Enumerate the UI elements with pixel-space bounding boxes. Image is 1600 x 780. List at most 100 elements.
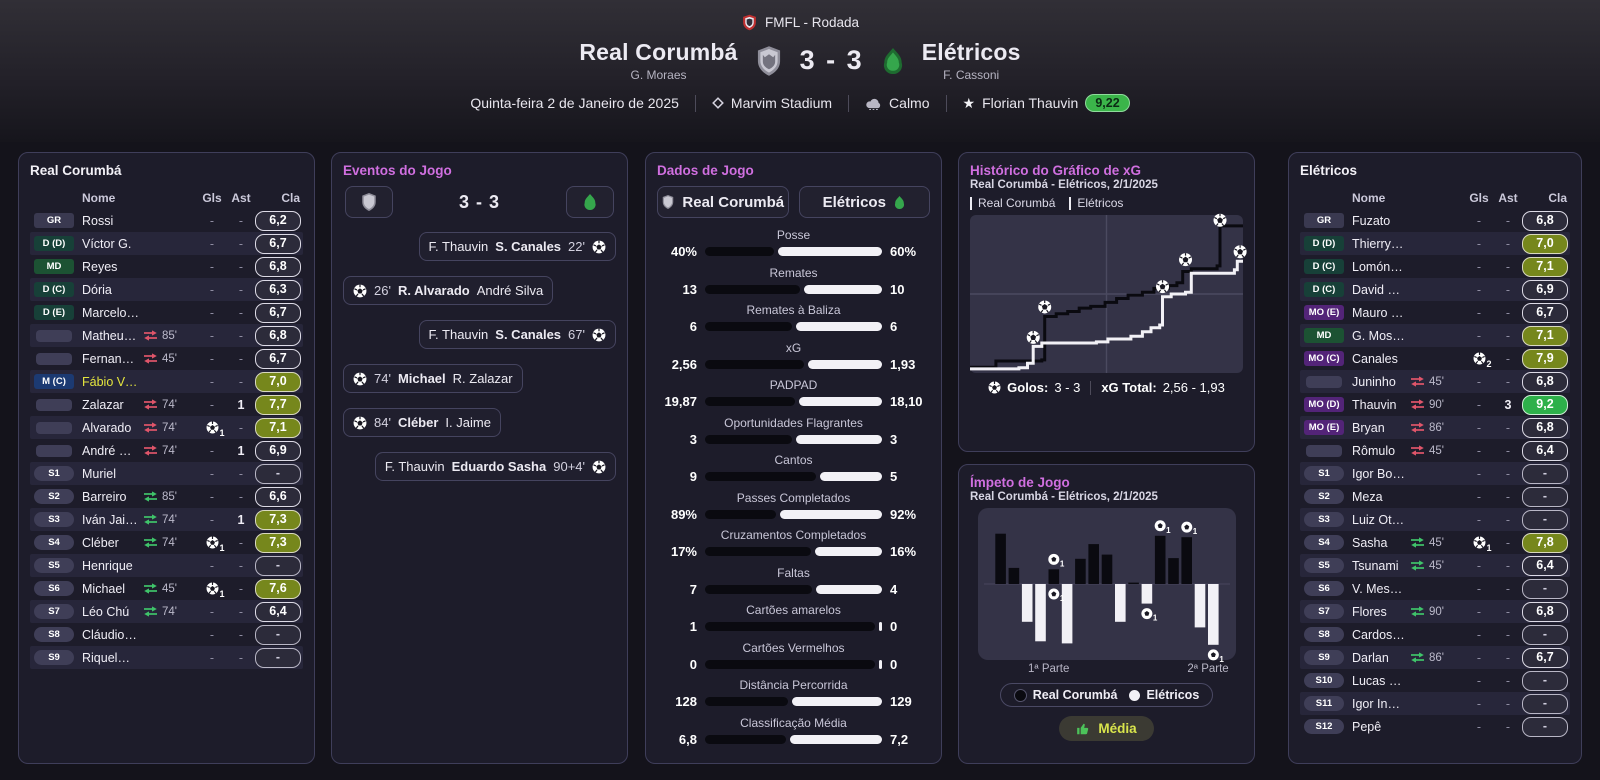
player-name[interactable]: Bryan (1352, 420, 1385, 435)
player-name[interactable]: Léo Chú (82, 604, 130, 619)
goal-event[interactable]: 84' Cléber I. Jaime (343, 408, 501, 437)
player-name[interactable]: Darlan (1352, 650, 1389, 665)
player-name[interactable]: Flores (1352, 604, 1387, 619)
player-name[interactable]: Sasha (1352, 535, 1388, 550)
player-name[interactable]: Alvarado (82, 420, 132, 435)
player-name[interactable]: Henrique (82, 558, 133, 573)
player-row[interactable]: D (D) Thierry R. - -7,0 (1300, 232, 1570, 255)
player-row[interactable]: D (D) Víctor G. - -6,7 (30, 232, 303, 255)
player-row[interactable]: S5 Tsunami 45' - -6,4 (1300, 554, 1570, 577)
player-row[interactable]: André Silva 74' - 1 6,9 (30, 439, 303, 462)
player-name[interactable]: Thierry R. (1352, 236, 1406, 251)
player-row[interactable]: GR Rossi - -6,2 (30, 209, 303, 232)
goal-event[interactable]: 74' Michael R. Zalazar (343, 364, 523, 393)
player-name[interactable]: Víctor G. (82, 236, 132, 251)
player-row[interactable]: MDG. Moscardo--7,1 (1300, 324, 1570, 347)
player-row[interactable]: Matheus Ju…85'--6,8 (30, 324, 303, 347)
player-name[interactable]: Rômulo (1352, 443, 1396, 458)
player-name[interactable]: André Silva (82, 443, 139, 458)
player-name[interactable]: David Luiz (1352, 282, 1406, 297)
goal-event[interactable]: F. Thauvin Eduardo Sasha 90+4' (374, 452, 616, 481)
player-name[interactable]: Tsunami (1352, 558, 1399, 573)
player-row[interactable]: D (E)Marcelo Her…--6,7 (30, 301, 303, 324)
player-row[interactable]: S5 Henrique - - - (30, 554, 303, 577)
player-row[interactable]: S12 Pepê - - - (1300, 715, 1570, 738)
player-name[interactable]: Dória (82, 282, 112, 297)
away-team-name[interactable]: Elétricos (921, 39, 1021, 65)
player-row[interactable]: M (C)Fábio Vieira--7,0 (30, 370, 303, 393)
player-row[interactable]: S2 Barreiro 85' - -6,6 (30, 485, 303, 508)
player-name[interactable]: Barreiro (82, 489, 127, 504)
player-name[interactable]: Lomónaco (1352, 259, 1406, 274)
goal-event[interactable]: F. Thauvin S. Canales 22' (418, 232, 616, 261)
player-row[interactable]: S6 Michael 45' 1-7,6 (30, 577, 303, 600)
player-row[interactable]: S4 Sasha 45' 1-7,8 (1300, 531, 1570, 554)
best-player-item[interactable]: ★ Florian Thauvin 9,22 (963, 94, 1130, 112)
player-name[interactable]: Marcelo Her… (82, 305, 139, 320)
player-row[interactable]: D (C) Lomónaco - -7,1 (1300, 255, 1570, 278)
player-name[interactable]: Pepê (1352, 719, 1382, 734)
home-team-name[interactable]: Real Corumbá (579, 39, 738, 65)
stats-home-team-button[interactable]: Real Corumbá (657, 186, 789, 218)
player-row[interactable]: Alvarado 74' 1-7,1 (30, 416, 303, 439)
stats-away-team-button[interactable]: Elétricos (798, 186, 930, 218)
player-row[interactable]: S4 Cléber 74' 1-7,3 (30, 531, 303, 554)
goal-event[interactable]: 26' R. Alvarado André Silva (343, 276, 554, 305)
player-row[interactable]: S6V. Meseguer--- (1300, 577, 1570, 600)
player-name[interactable]: Cardoso Cal… (1352, 627, 1406, 642)
player-row[interactable]: S7 Flores 90' - -6,8 (1300, 600, 1570, 623)
player-row[interactable]: D (C) Dória - -6,3 (30, 278, 303, 301)
player-name[interactable]: Riquelme Fel… (82, 650, 139, 665)
player-row[interactable]: S1 Muriel - - - (30, 462, 303, 485)
player-name[interactable]: Lucas Braga (1352, 673, 1406, 688)
player-name[interactable]: Cléber (82, 535, 119, 550)
player-row[interactable]: MO (E) Bryan 86' - -6,8 (1300, 416, 1570, 439)
player-name[interactable]: Rossi (82, 213, 114, 228)
player-row[interactable]: S2 Meza - - - (1300, 485, 1570, 508)
player-row[interactable]: D (C) David Luiz - -6,9 (1300, 278, 1570, 301)
player-row[interactable]: S1 Igor Bohn - - - (1300, 462, 1570, 485)
player-name[interactable]: Fernando S… (82, 351, 139, 366)
player-name[interactable]: Mauro Júnior (1352, 305, 1406, 320)
player-name[interactable]: Michael (82, 581, 126, 596)
goal-event[interactable]: F. Thauvin S. Canales 67' (418, 320, 616, 349)
player-name[interactable]: Cláudio Winck (82, 627, 139, 642)
player-name[interactable]: Juninho (1352, 374, 1396, 389)
player-row[interactable]: MO (C) Canales 2-7,9 (1300, 347, 1570, 370)
player-name[interactable]: Fábio Vieira (82, 374, 139, 389)
player-name[interactable]: G. Moscardo (1352, 328, 1406, 343)
player-name[interactable]: Fuzato (1352, 213, 1391, 228)
player-name[interactable]: Thauvin (1352, 397, 1397, 412)
player-row[interactable]: Fernando S…45'--6,7 (30, 347, 303, 370)
player-row[interactable]: Rômulo 45' - -6,4 (1300, 439, 1570, 462)
player-name[interactable]: Igor Inocêncio (1352, 696, 1406, 711)
player-name[interactable]: Iván Jaime (82, 512, 139, 527)
player-name[interactable]: Luiz Otávio (1352, 512, 1406, 527)
player-row[interactable]: S9 Darlan 86' - -6,7 (1300, 646, 1570, 669)
player-row[interactable]: GR Fuzato - -6,8 (1300, 209, 1570, 232)
player-name[interactable]: Canales (1352, 351, 1398, 366)
player-name[interactable]: Reyes (82, 259, 118, 274)
player-name[interactable]: Muriel (82, 466, 117, 481)
player-name[interactable]: Meza (1352, 489, 1383, 504)
player-name[interactable]: V. Meseguer (1352, 581, 1406, 596)
player-row[interactable]: S7 Léo Chú 74' - -6,4 (30, 600, 303, 623)
away-crest-button[interactable] (566, 186, 614, 218)
media-button[interactable]: Média (1059, 716, 1154, 741)
player-row[interactable]: Zalazar 74' - 1 7,7 (30, 393, 303, 416)
home-crest-button[interactable] (345, 186, 393, 218)
player-row[interactable]: MO (E)Mauro Júnior--6,7 (1300, 301, 1570, 324)
player-row[interactable]: MD Reyes - -6,8 (30, 255, 303, 278)
player-name[interactable]: Igor Bohn (1352, 466, 1406, 481)
player-row[interactable]: MO (D) Thauvin 90' - 3 9,2 (1300, 393, 1570, 416)
player-name[interactable]: Matheus Ju… (82, 328, 139, 343)
player-row[interactable]: S3 Iván Jaime 74' - 1 7,3 (30, 508, 303, 531)
player-row[interactable]: Juninho 45' - -6,8 (1300, 370, 1570, 393)
player-name[interactable]: Zalazar (82, 397, 124, 412)
